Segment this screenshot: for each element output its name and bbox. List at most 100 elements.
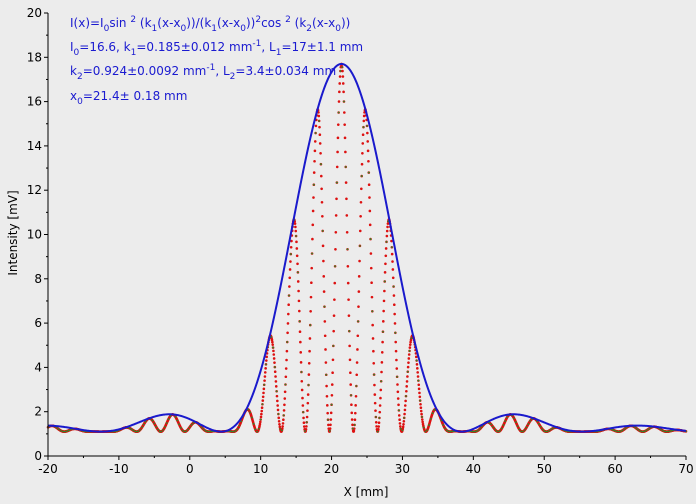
data-point [393,322,397,325]
data-point [344,166,347,168]
annotation-segment: 1 [131,48,137,58]
data-point [403,416,406,419]
data-point [285,358,288,362]
data-point [399,427,402,430]
data-point [373,373,375,376]
annotation-segment: 2 [285,15,291,25]
data-point [330,403,333,406]
y-tick-label: 4 [34,360,42,374]
data-point [490,423,492,426]
data-point [260,409,264,413]
data-point [366,124,368,127]
data-point [362,119,366,123]
data-point [135,430,138,433]
data-point [240,420,243,423]
data-point [274,375,277,378]
data-point [663,430,666,433]
data-point [343,136,347,140]
data-point [401,425,405,429]
data-point [334,265,336,268]
data-point [332,329,335,333]
data-point [337,100,341,103]
annotation-segment: (k [136,16,151,30]
data-point [313,159,316,163]
data-point [397,403,400,407]
data-point [396,375,399,378]
data-point [348,344,351,348]
data-point [410,337,413,340]
data-point [383,289,386,293]
data-point [289,245,293,249]
data-point [278,423,281,426]
data-point [298,309,301,313]
data-point [66,430,69,432]
data-point [271,343,275,346]
data-point [399,425,402,428]
data-point [392,294,396,297]
data-point [332,344,335,347]
data-point [263,371,267,374]
data-point [250,416,253,419]
data-point [527,423,530,425]
data-point [296,271,299,274]
data-point [330,383,334,386]
y-tick-label: 14 [27,139,42,153]
data-point [320,187,323,191]
data-point [302,411,305,414]
data-point [338,75,342,78]
data-point [295,240,298,244]
data-point [258,422,262,426]
data-point [355,361,359,364]
y-axis-title: Intensity [mV] [6,190,20,275]
data-point [368,209,372,213]
data-point [330,393,334,397]
data-point [355,373,359,377]
data-point [327,418,329,421]
data-point [415,359,418,362]
data-point [308,349,311,353]
data-point [416,375,420,378]
data-point [328,429,331,432]
data-point [311,223,315,227]
data-point [669,430,671,433]
data-point [295,235,298,237]
data-point [548,429,551,432]
data-point [355,385,358,387]
data-point [64,430,67,433]
data-point [649,426,652,429]
data-point [331,358,335,362]
data-point [514,421,517,424]
data-point [295,254,299,258]
data-point [420,418,424,421]
data-point [380,361,384,364]
data-point [543,430,546,432]
data-point [392,285,395,288]
data-point [366,131,369,135]
annotation-segment: (x-x [312,16,335,30]
data-point [341,82,345,85]
annotation-segment: -1 [206,63,215,73]
data-point [281,429,283,432]
annotation-segment: 0 [181,24,187,34]
data-point [357,275,361,278]
data-point [282,418,285,422]
x-tick-label: 60 [607,462,622,476]
x-tick-label: 50 [537,462,552,476]
data-point [402,419,406,423]
data-point [128,427,131,429]
data-point [376,430,379,433]
data-point [347,314,351,317]
data-point [313,149,317,153]
data-point [259,415,263,419]
data-point [322,275,326,278]
annotation-segment: cos [261,16,285,30]
data-point [361,142,365,145]
data-point [418,391,421,395]
data-point [350,403,353,407]
data-point [396,383,399,386]
x-tick-label: 30 [395,462,410,476]
data-point [386,222,390,225]
data-point [204,430,207,432]
data-point [262,391,265,395]
